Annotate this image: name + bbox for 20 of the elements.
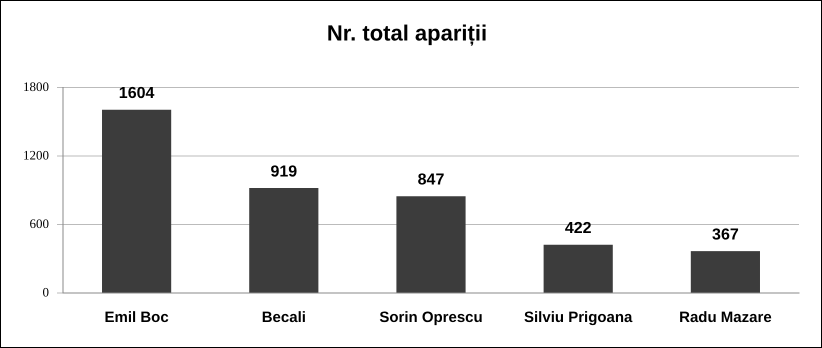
data-label: 847 bbox=[418, 172, 444, 189]
y-tick-label: 1800 bbox=[23, 78, 49, 94]
y-tick-label: 1200 bbox=[23, 147, 49, 162]
x-tick-label: Sorin Oprescu bbox=[379, 309, 483, 326]
chart-title: Nr. total apariții bbox=[326, 20, 488, 46]
bar bbox=[102, 110, 172, 292]
data-label: 1604 bbox=[118, 85, 154, 102]
data-label: 422 bbox=[564, 220, 592, 238]
x-tick-label: Radu Mazare bbox=[679, 309, 772, 326]
bar bbox=[396, 196, 466, 292]
y-tick-label: 0 bbox=[42, 284, 49, 300]
bar bbox=[249, 188, 318, 292]
x-tick-label: Silviu Prigoana bbox=[524, 309, 634, 326]
y-tick-label: 600 bbox=[30, 216, 49, 231]
x-tick-label: Emil Boc bbox=[104, 309, 169, 326]
bar bbox=[544, 244, 613, 292]
x-tick-label: Becali bbox=[262, 309, 306, 326]
data-label: 919 bbox=[270, 163, 298, 180]
bar bbox=[690, 251, 760, 292]
data-label: 367 bbox=[712, 226, 739, 244]
